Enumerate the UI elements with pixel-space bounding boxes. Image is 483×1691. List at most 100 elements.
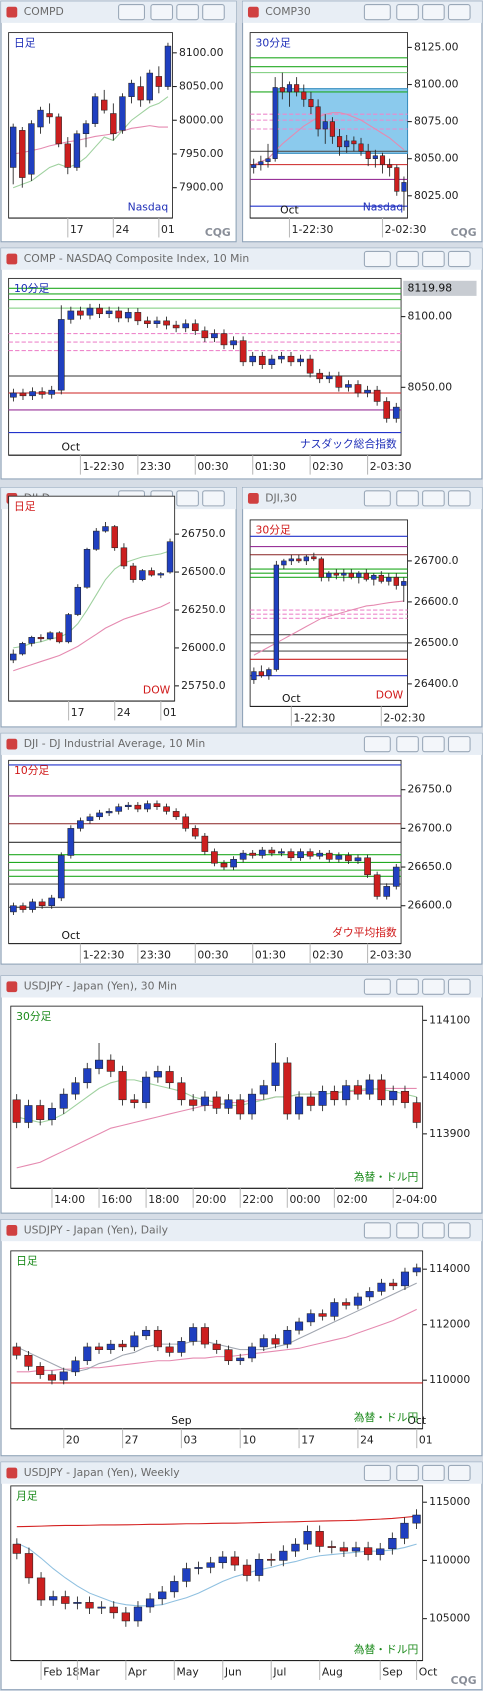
- instrument-label: DOW: [143, 683, 171, 696]
- link-button[interactable]: [363, 4, 391, 21]
- window-button[interactable]: [422, 490, 445, 507]
- window-button[interactable]: [422, 1464, 445, 1482]
- y-tick-label: 26600.0: [414, 595, 459, 608]
- candle-body: [273, 564, 280, 670]
- candle-body: [392, 406, 400, 419]
- window-button[interactable]: [422, 1222, 445, 1239]
- candle-body: [387, 164, 393, 168]
- candle-body: [412, 1267, 421, 1273]
- candle-body: [166, 541, 174, 573]
- instrument-label: DOW: [376, 689, 404, 702]
- selection-box: [277, 88, 409, 154]
- candle-body: [308, 99, 314, 108]
- candle-body: [383, 401, 391, 419]
- candle-body: [294, 84, 300, 93]
- candle-body: [57, 319, 65, 391]
- candle-body: [12, 1346, 21, 1356]
- candle-body: [220, 333, 228, 346]
- candle-body: [82, 123, 90, 135]
- window-button[interactable]: [447, 1464, 471, 1482]
- candle-body: [24, 1553, 34, 1579]
- candle-body: [134, 804, 142, 810]
- link-button[interactable]: [363, 1222, 391, 1239]
- window-button[interactable]: [176, 490, 199, 507]
- candle-body: [61, 1596, 70, 1604]
- candle-body: [301, 91, 307, 100]
- candle-body: [28, 637, 35, 644]
- y-tick-label: 7950.00: [179, 147, 224, 160]
- window-button[interactable]: [396, 1464, 419, 1482]
- period-annotation: Oct: [280, 203, 299, 216]
- x-tick-label: 02:30: [312, 948, 343, 961]
- window-button[interactable]: [422, 736, 445, 753]
- candle-body: [29, 391, 36, 397]
- link-button[interactable]: [363, 490, 391, 507]
- x-tick-label: 14:00: [54, 1193, 85, 1206]
- x-tick-label: Sep: [382, 1665, 402, 1678]
- period-annotation: Oct: [62, 929, 81, 942]
- candle-body: [259, 1338, 268, 1348]
- candle-body: [19, 905, 27, 910]
- candle-body: [86, 307, 94, 316]
- candle-body: [37, 109, 44, 128]
- candle-body: [130, 1099, 139, 1103]
- y-tick-label: 8050.00: [414, 152, 459, 165]
- window-button[interactable]: [447, 736, 471, 753]
- candle-body: [36, 1577, 46, 1601]
- window-button[interactable]: [396, 978, 419, 995]
- candle-body: [220, 862, 228, 868]
- candle-body: [335, 375, 343, 388]
- candle-body: [28, 123, 35, 175]
- candle-body: [64, 143, 71, 168]
- x-tick-label: 18:00: [148, 1193, 179, 1206]
- candle-body: [200, 1327, 209, 1345]
- window-title: USDJPY - Japan (Yen), Daily: [24, 1223, 169, 1236]
- link-button[interactable]: [118, 4, 146, 21]
- window-button[interactable]: [447, 490, 471, 507]
- link-button[interactable]: [363, 250, 391, 268]
- window-button[interactable]: [150, 4, 174, 21]
- window-button[interactable]: [422, 250, 445, 268]
- candle-body: [311, 556, 317, 560]
- candle-body: [172, 811, 180, 818]
- candle-body: [315, 106, 321, 130]
- window-button[interactable]: [396, 4, 419, 21]
- candle-body: [295, 1321, 304, 1331]
- period-annotation: Oct: [407, 1414, 426, 1427]
- window-button[interactable]: [422, 4, 445, 21]
- link-button[interactable]: [363, 1464, 391, 1482]
- window-button[interactable]: [447, 1222, 471, 1239]
- y-tick-label: 8075.00: [414, 115, 459, 128]
- window-button[interactable]: [447, 4, 471, 21]
- candle-body: [283, 1329, 292, 1345]
- link-button[interactable]: [363, 736, 391, 753]
- instrument-label: ナスダック総合指数: [300, 437, 397, 450]
- candle-body: [412, 1102, 421, 1123]
- candle-body: [259, 1085, 268, 1095]
- candle-body: [142, 1329, 151, 1337]
- window-button[interactable]: [396, 1222, 419, 1239]
- window-button[interactable]: [202, 4, 225, 21]
- window-button[interactable]: [176, 4, 199, 21]
- window-button[interactable]: [422, 978, 445, 995]
- candle-body: [121, 1612, 131, 1622]
- window-button[interactable]: [396, 490, 419, 507]
- indicator-line: [16, 1308, 417, 1373]
- indicator-line: [13, 601, 171, 672]
- window-button[interactable]: [202, 490, 225, 507]
- link-button[interactable]: [363, 978, 391, 995]
- period-label: 日足: [16, 1255, 38, 1268]
- window-button[interactable]: [447, 250, 471, 268]
- plot-area: [10, 1485, 424, 1661]
- candle-body: [109, 1606, 118, 1614]
- window-button[interactable]: [447, 978, 471, 995]
- window-button[interactable]: [396, 736, 419, 753]
- window-button[interactable]: [396, 250, 419, 268]
- y-tick-label: 26500.0: [414, 636, 459, 649]
- candle-body: [59, 1093, 68, 1109]
- candle-body: [325, 852, 333, 860]
- candle-body: [12, 1543, 21, 1554]
- candle-body: [105, 811, 113, 814]
